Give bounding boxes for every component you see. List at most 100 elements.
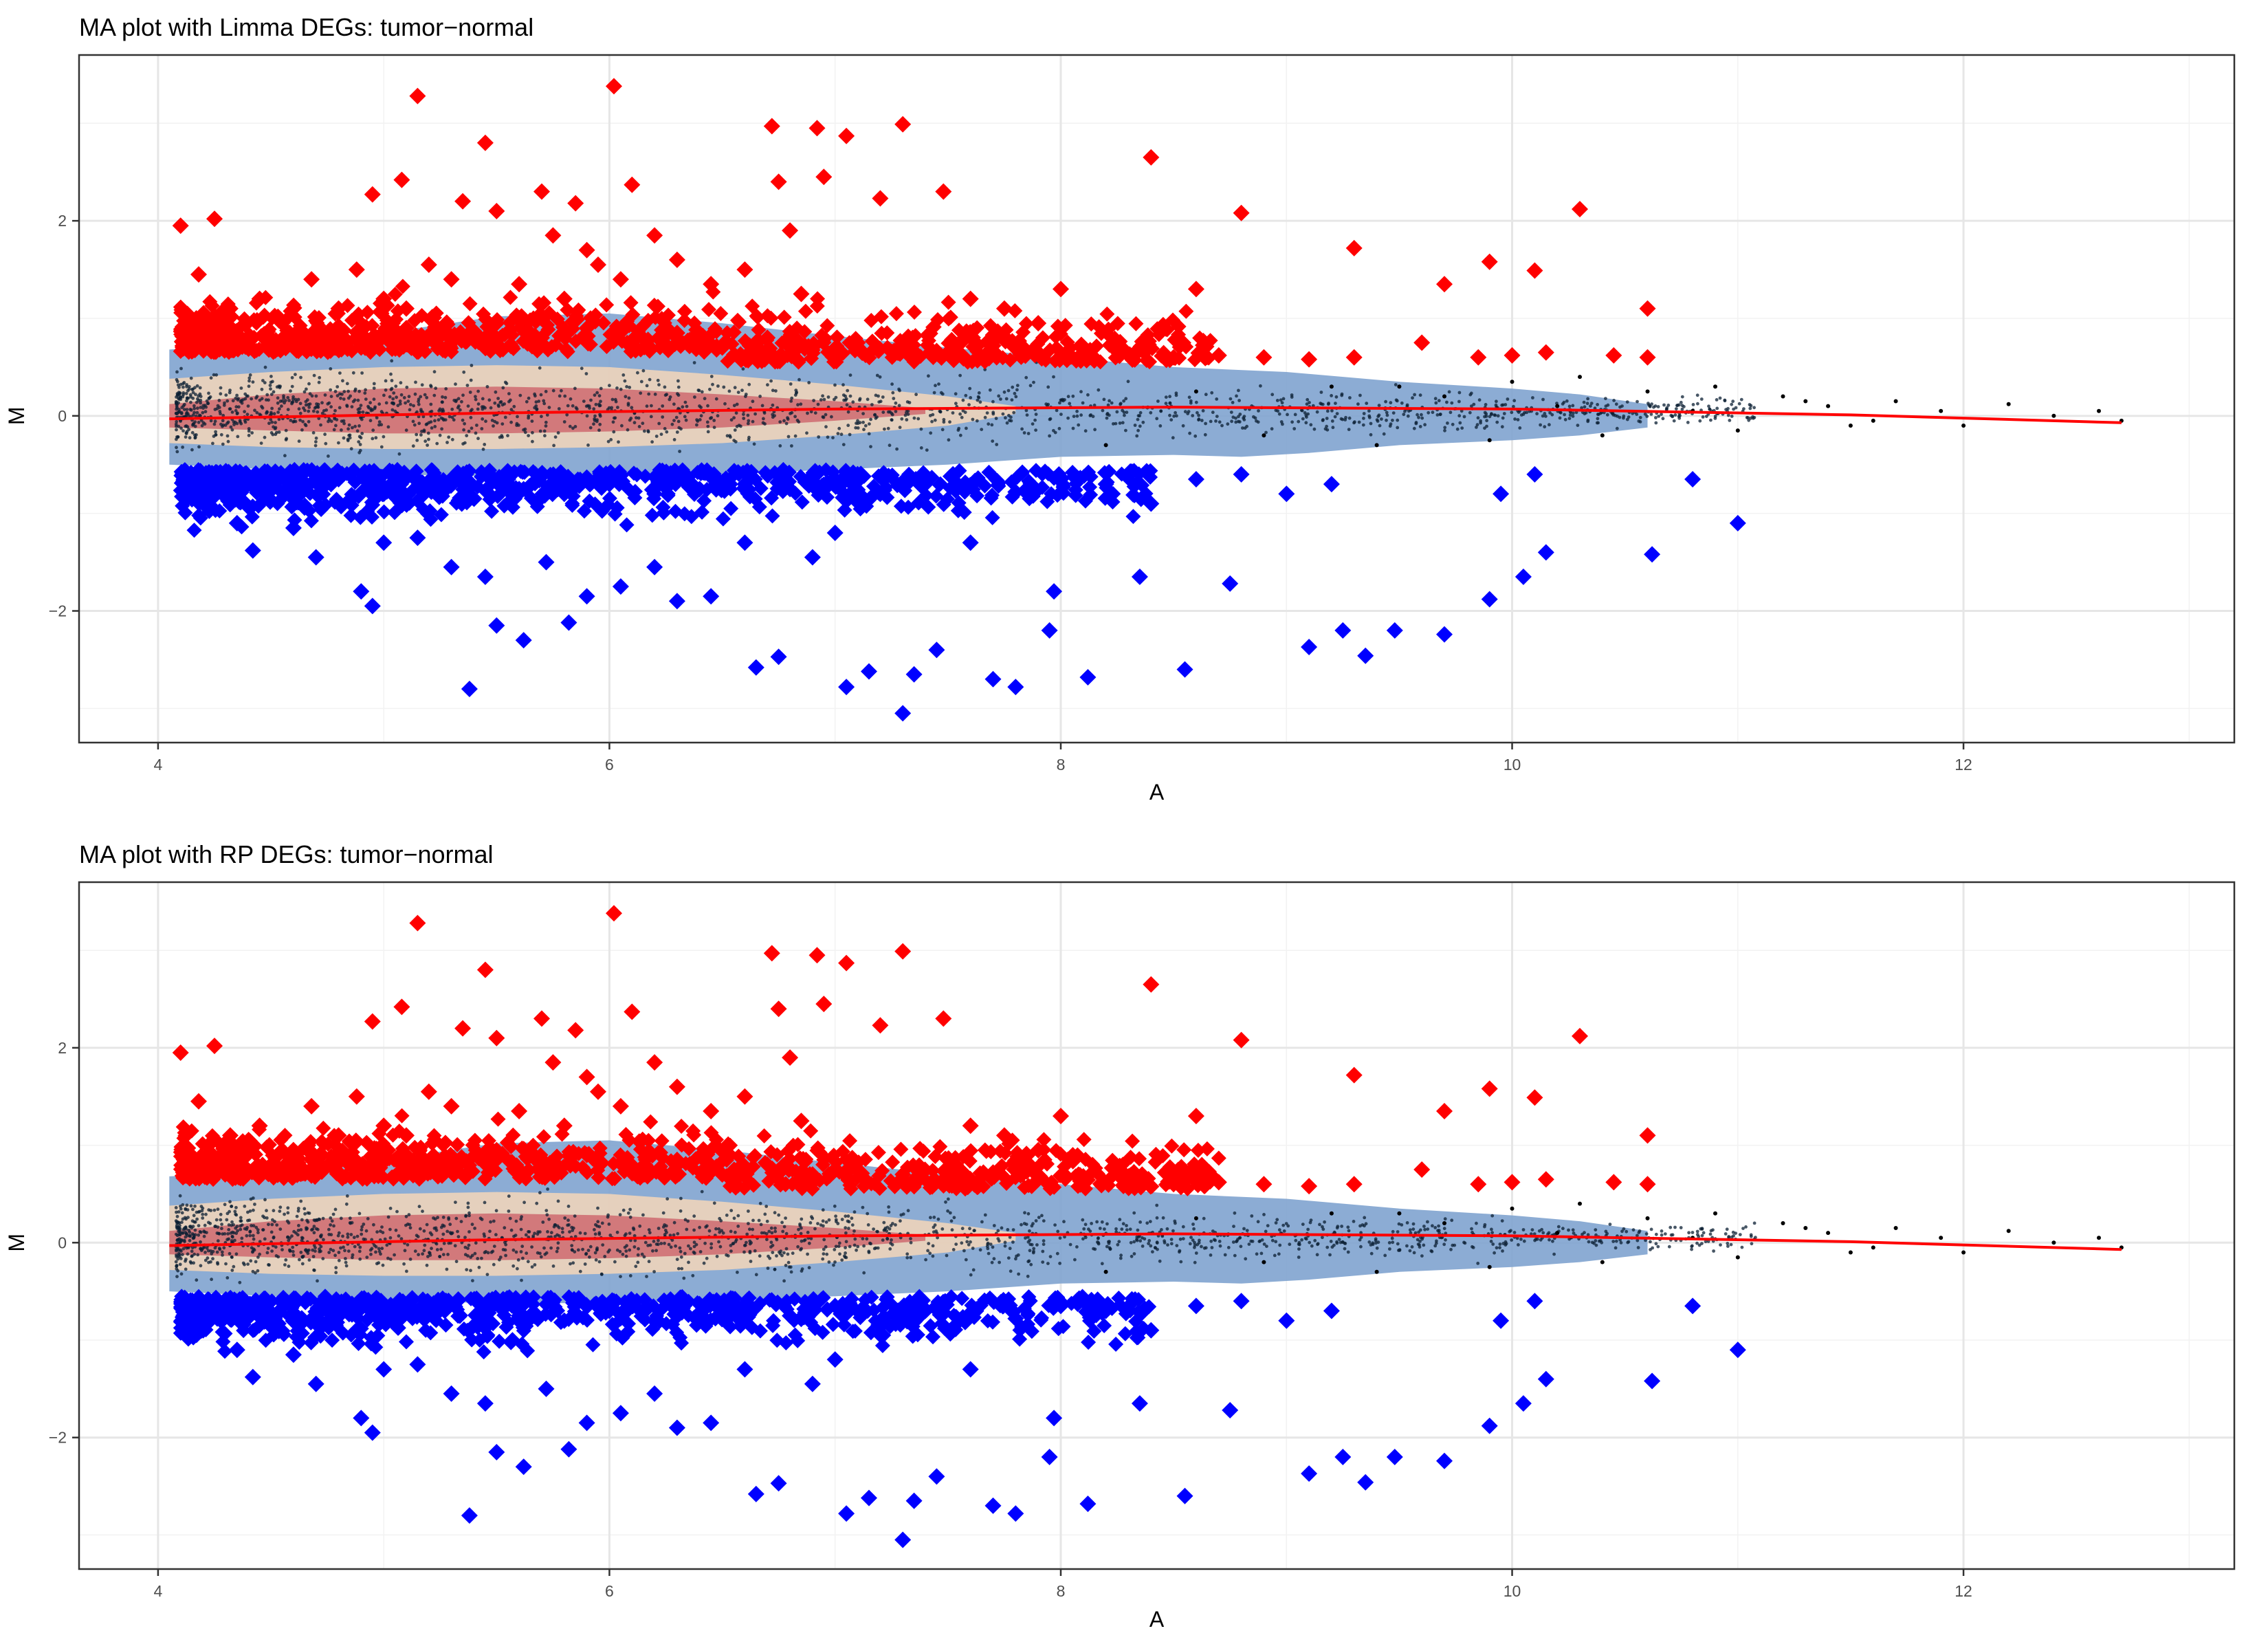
nonsig-point bbox=[340, 419, 344, 423]
nonsig-point bbox=[399, 381, 403, 385]
nonsig-point bbox=[213, 1225, 217, 1229]
nonsig-point bbox=[965, 426, 968, 430]
up-point bbox=[274, 315, 291, 332]
nonsig-point bbox=[1411, 1227, 1416, 1231]
up-deg-point bbox=[789, 351, 805, 367]
nonsig-point bbox=[441, 395, 444, 399]
nonsig-point bbox=[408, 1226, 412, 1230]
down-deg-point bbox=[629, 467, 645, 483]
nonsig-point bbox=[1615, 426, 1619, 430]
nonsig-point bbox=[197, 1224, 201, 1227]
down-point bbox=[747, 659, 764, 676]
nonsig-point bbox=[412, 404, 415, 408]
down-deg-point bbox=[723, 501, 739, 516]
nonsig-point bbox=[1627, 415, 1631, 419]
x-tick-label: 10 bbox=[1504, 756, 1521, 774]
nonsig-point bbox=[270, 420, 274, 424]
up-deg-point bbox=[654, 334, 670, 350]
nonsig-point bbox=[1587, 1240, 1591, 1244]
nonsig-point bbox=[1239, 1245, 1243, 1249]
nonsig-point bbox=[366, 1217, 370, 1220]
nonsig-point bbox=[996, 1229, 1000, 1233]
nonsig-point bbox=[1548, 423, 1551, 427]
down-deg-point bbox=[613, 466, 628, 482]
nonsig-point bbox=[423, 393, 427, 397]
down-point bbox=[928, 642, 945, 659]
nonsig-point bbox=[321, 1216, 325, 1220]
down-deg-point bbox=[313, 502, 329, 517]
nonsig-point bbox=[523, 430, 527, 435]
nonsig-point bbox=[795, 418, 800, 422]
up-point bbox=[962, 290, 979, 307]
nonsig-point bbox=[530, 1265, 534, 1269]
nonsig-point bbox=[399, 393, 404, 397]
nonsig-point bbox=[1396, 418, 1400, 422]
nonsig-point bbox=[985, 411, 989, 415]
nonsig-point bbox=[364, 397, 368, 401]
nonsig-point bbox=[951, 411, 955, 415]
nonsig-point bbox=[1210, 391, 1214, 395]
nonsig-point bbox=[656, 378, 660, 382]
nonsig-point bbox=[356, 398, 360, 402]
nonsig-point bbox=[1341, 417, 1345, 421]
nonsig-point bbox=[1135, 434, 1139, 438]
nonsig-point bbox=[1543, 425, 1547, 429]
nonsig-point bbox=[381, 1231, 385, 1234]
nonsig-point bbox=[1389, 401, 1393, 405]
down-point bbox=[1537, 544, 1554, 561]
up-point bbox=[804, 339, 821, 356]
nonsig-point bbox=[647, 392, 651, 396]
up-deg-point bbox=[531, 296, 547, 311]
nonsig-point bbox=[274, 421, 277, 424]
nonsig-point bbox=[342, 390, 346, 393]
nonsig-point bbox=[1181, 1225, 1185, 1229]
up-deg-point bbox=[1141, 333, 1157, 349]
nonsig-point bbox=[1041, 1260, 1045, 1264]
nonsig-point bbox=[358, 406, 362, 410]
nonsig-point bbox=[850, 1223, 855, 1227]
nonsig-point bbox=[720, 1229, 724, 1233]
nonsig-point bbox=[1093, 1247, 1097, 1251]
nonsig-point bbox=[1063, 1235, 1066, 1239]
nonsig-point bbox=[1699, 397, 1704, 401]
nonsig-point bbox=[212, 422, 217, 426]
nonsig-point bbox=[439, 1247, 443, 1251]
nonsig-point bbox=[522, 428, 525, 432]
up-point bbox=[398, 320, 415, 337]
nonsig-point bbox=[390, 359, 394, 363]
nonsig-point bbox=[909, 1240, 913, 1245]
nonsig-point bbox=[386, 425, 390, 429]
nonsig-point bbox=[887, 1210, 891, 1214]
nonsig-point bbox=[476, 402, 481, 406]
nonsig-point bbox=[460, 399, 463, 404]
down-point bbox=[578, 588, 595, 605]
nonsig-point bbox=[1665, 406, 1669, 410]
nonsig-point bbox=[496, 403, 500, 407]
nonsig-point bbox=[1262, 433, 1266, 438]
nonsig-point bbox=[1490, 412, 1493, 416]
nonsig-point bbox=[269, 1230, 274, 1234]
up-point bbox=[1639, 300, 1656, 317]
nonsig-point bbox=[1593, 406, 1597, 410]
nonsig-point bbox=[199, 401, 202, 405]
nonsig-point bbox=[786, 417, 790, 421]
nonsig-point bbox=[593, 393, 597, 397]
nonsig-point bbox=[402, 396, 406, 399]
up-deg-point bbox=[331, 332, 346, 348]
nonsig-point bbox=[862, 1271, 866, 1275]
nonsig-point bbox=[1197, 418, 1200, 422]
nonsig-point bbox=[268, 384, 272, 387]
nonsig-point bbox=[1097, 1236, 1100, 1240]
nonsig-point bbox=[562, 420, 566, 424]
nonsig-point bbox=[717, 1227, 721, 1231]
nonsig-point bbox=[942, 417, 946, 421]
nonsig-point bbox=[674, 415, 679, 419]
nonsig-point bbox=[1032, 1249, 1035, 1253]
nonsig-point bbox=[947, 438, 951, 442]
nonsig-point bbox=[256, 1228, 260, 1231]
nonsig-point bbox=[1124, 397, 1128, 401]
nonsig-point bbox=[593, 417, 597, 421]
nonsig-point bbox=[344, 1260, 348, 1264]
nonsig-point bbox=[1004, 416, 1007, 420]
